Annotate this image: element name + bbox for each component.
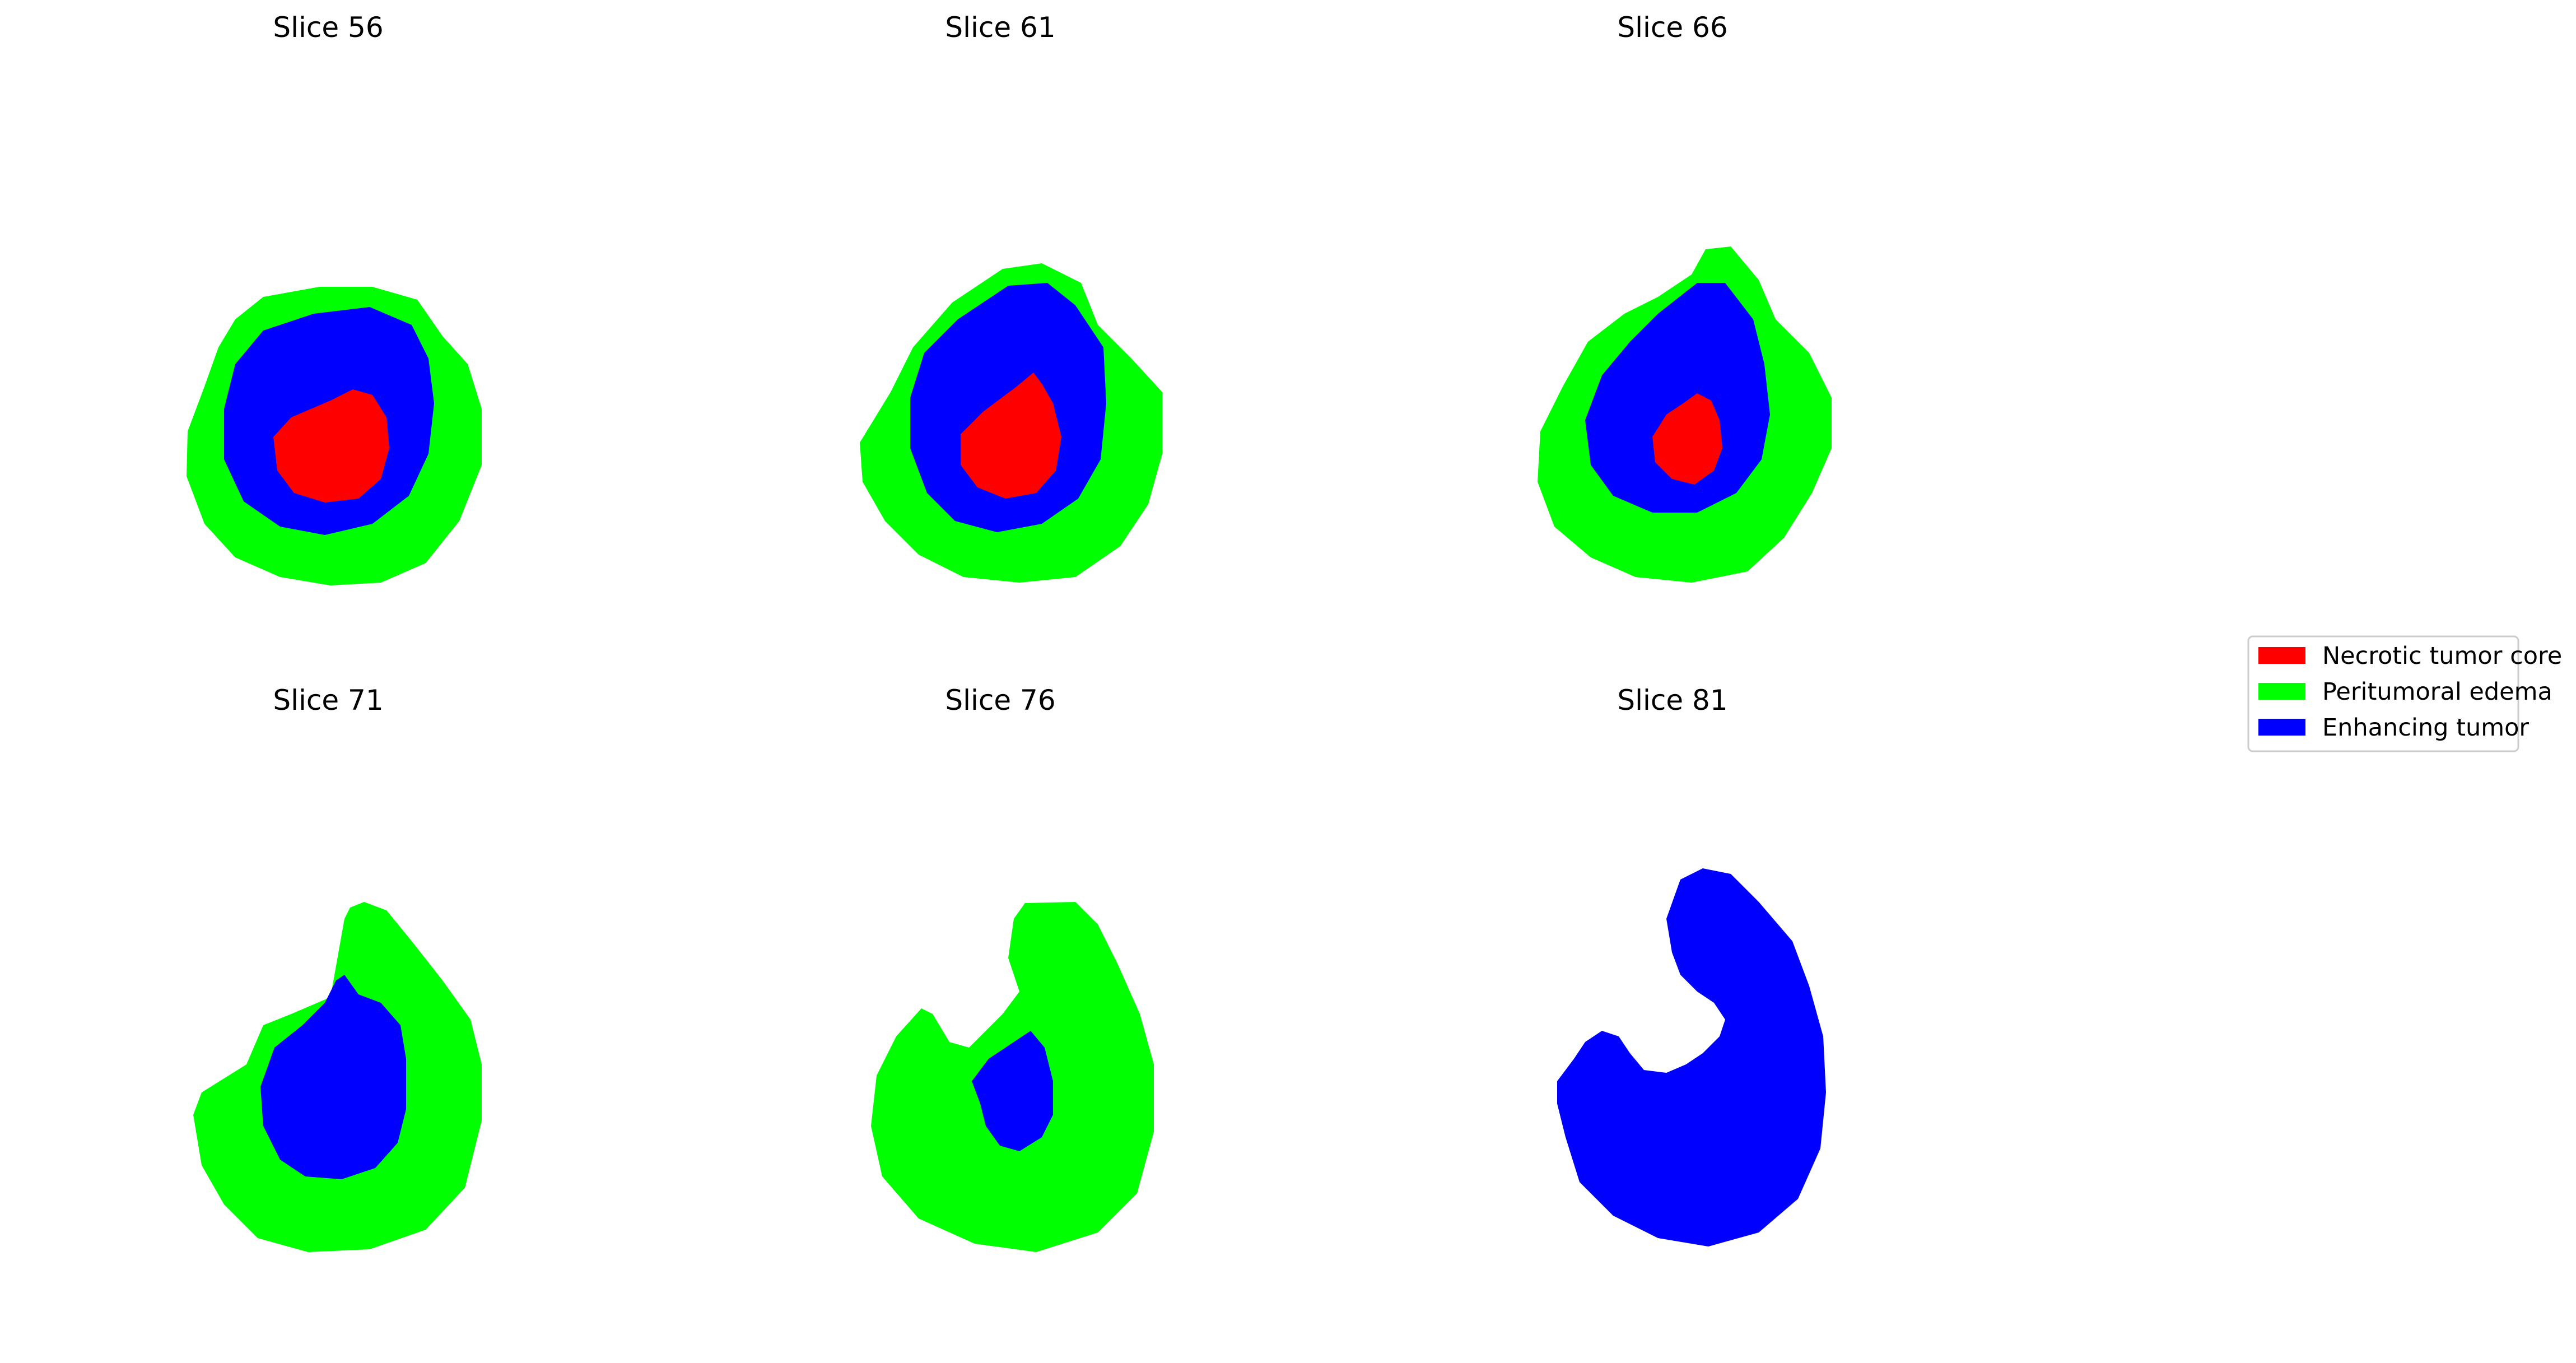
panel-slice-61: Slice 61: [860, 11, 1162, 583]
legend-label-necrotic: Necrotic tumor core: [2322, 642, 2562, 670]
panel-title: Slice 66: [1617, 11, 1727, 44]
enhancing-tumor-region: [260, 975, 406, 1179]
necrotic-tumor-core-region: [273, 389, 389, 503]
segmentation-mask: [1557, 868, 1826, 1246]
necrotic-tumor-core-region: [1652, 393, 1722, 485]
necrotic-tumor-core-region: [961, 373, 1061, 499]
panel-slice-76: Slice 76: [871, 684, 1154, 1252]
panel-slice-66: Slice 66: [1538, 11, 1832, 583]
segmentation-mask: [871, 902, 1154, 1252]
panel-title: Slice 76: [945, 684, 1055, 717]
panel-title: Slice 81: [1617, 684, 1727, 717]
panel-title: Slice 71: [273, 684, 383, 717]
segmentation-mask: [187, 287, 482, 585]
panel-title: Slice 61: [945, 11, 1055, 44]
segmentation-mask: [860, 263, 1162, 583]
panel-slice-71: Slice 71: [193, 684, 482, 1252]
panel-slice-56: Slice 56: [187, 11, 482, 585]
legend-frame: [2247, 635, 2519, 752]
panel-slice-81: Slice 81: [1557, 684, 1826, 1246]
legend-label-edema: Peritumoral edema: [2322, 678, 2552, 706]
enhancing-tumor-region: [1585, 283, 1770, 513]
enhancing-tumor-region: [972, 1031, 1053, 1151]
segmentation-mask: [193, 902, 482, 1252]
legend: Necrotic tumor core Peritumoral edema En…: [2247, 635, 2562, 752]
panel-title: Slice 56: [273, 11, 383, 44]
legend-swatch-edema: [2258, 683, 2305, 700]
segmentation-mask: [1538, 246, 1832, 583]
legend-swatch-enhancing: [2258, 719, 2305, 736]
legend-swatch-necrotic: [2258, 647, 2305, 664]
legend-label-enhancing: Enhancing tumor: [2322, 714, 2529, 742]
enhancing-tumor-region: [1557, 868, 1826, 1246]
